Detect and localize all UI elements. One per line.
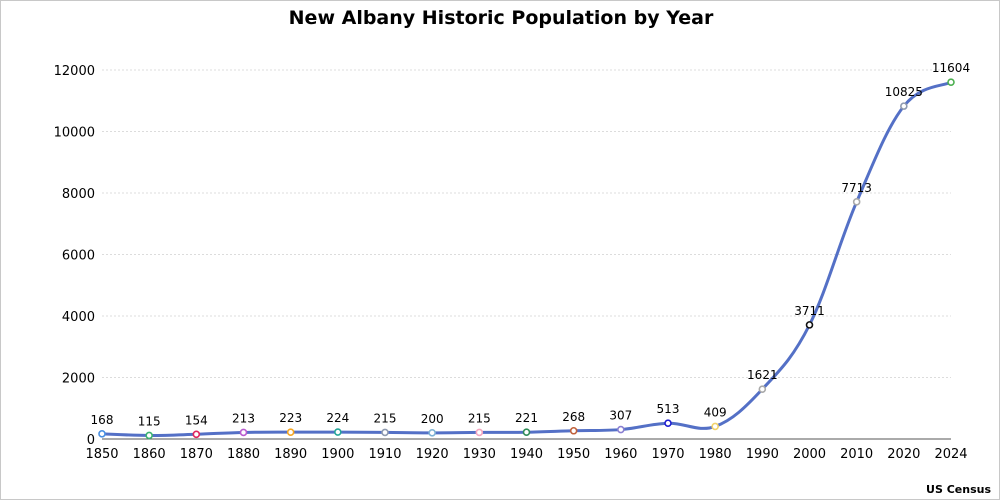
data-point — [286, 428, 295, 436]
x-tick-label: 1920 — [416, 447, 449, 462]
x-tick-label: 1900 — [321, 447, 354, 462]
x-tick-label: 1890 — [274, 447, 307, 462]
y-tick-label: 6000 — [62, 249, 95, 264]
data-label: 307 — [609, 409, 632, 423]
data-point — [805, 321, 814, 329]
data-point — [664, 419, 672, 428]
data-label: 215 — [374, 411, 397, 425]
data-point — [192, 430, 201, 439]
x-tick-label: 1980 — [699, 447, 732, 462]
data-label: 11604 — [932, 61, 970, 75]
data-label: 409 — [704, 405, 727, 419]
y-tick-label: 0 — [87, 433, 95, 448]
data-label: 223 — [279, 411, 302, 425]
chart-title: New Albany Historic Population by Year — [289, 7, 714, 29]
x-tick-label: 1930 — [463, 447, 496, 462]
y-tick-label: 2000 — [62, 372, 95, 387]
source-label: US Census — [926, 483, 991, 496]
data-label: 3711 — [794, 304, 825, 318]
x-tick-label: 1970 — [651, 447, 684, 462]
x-tick-label: 2020 — [887, 447, 920, 462]
data-point — [711, 422, 719, 431]
y-tick-label: 8000 — [62, 187, 95, 202]
y-tick-label: 10000 — [54, 126, 95, 141]
data-point — [381, 428, 389, 437]
y-axis-ticks: 0 2000 4000 6000 8000 10000 12000 — [54, 64, 95, 448]
data-point — [98, 430, 106, 438]
data-label: 268 — [562, 410, 585, 424]
data-point — [852, 198, 861, 206]
series-line — [101, 80, 952, 437]
data-point — [428, 429, 436, 437]
data-label: 7713 — [841, 181, 872, 195]
x-tick-label: 2010 — [840, 447, 873, 462]
x-tick-label: 1990 — [746, 447, 779, 462]
x-tick-label: 1870 — [180, 447, 213, 462]
data-point — [239, 428, 248, 437]
x-tick-label: 1880 — [227, 447, 260, 462]
data-label: 1621 — [747, 368, 778, 382]
y-tick-label: 4000 — [62, 310, 95, 325]
data-point — [522, 428, 531, 437]
grid-lines — [102, 69, 951, 378]
x-tick-label: 1910 — [368, 447, 401, 462]
data-label: 115 — [138, 414, 161, 428]
data-label: 168 — [91, 413, 114, 427]
x-tick-label: 2000 — [793, 447, 826, 462]
data-labels: 168 115 154 213 223 224 215 200 215 221 268 307 513 4… — [91, 61, 971, 428]
x-tick-label: 2024 — [934, 447, 967, 462]
data-point — [145, 431, 153, 440]
data-label: 10825 — [885, 85, 923, 99]
data-label: 513 — [657, 402, 680, 416]
x-tick-label: 1860 — [133, 447, 166, 462]
data-label: 215 — [468, 411, 491, 425]
data-point — [900, 102, 908, 110]
x-tick-label: 1950 — [557, 447, 590, 462]
data-label: 224 — [326, 411, 349, 425]
data-point — [334, 428, 342, 436]
y-tick-label: 12000 — [54, 64, 95, 79]
data-label: 213 — [232, 411, 255, 425]
data-label: 221 — [515, 411, 538, 425]
data-label: 154 — [185, 413, 208, 427]
data-point — [617, 425, 625, 434]
data-point — [947, 78, 955, 86]
data-points — [98, 78, 955, 440]
data-point — [475, 428, 484, 437]
data-point — [569, 426, 578, 435]
x-tick-label: 1940 — [510, 447, 543, 462]
data-label: 200 — [421, 412, 444, 426]
x-tick-label: 1960 — [604, 447, 637, 462]
x-tick-label: 1850 — [85, 447, 118, 462]
data-point — [758, 385, 767, 393]
x-axis-ticks: 1850 1860 1870 1880 1890 1900 1910 1920 1930 1940… — [85, 447, 967, 462]
